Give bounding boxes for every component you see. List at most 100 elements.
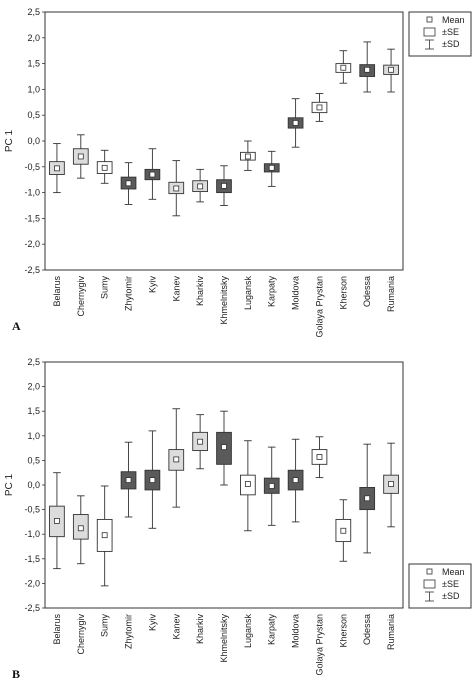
legend-b-se-label: ±SE <box>442 579 459 589</box>
box-b-6 <box>192 414 208 470</box>
y-tick-label-a: -2,0 <box>24 239 40 249</box>
category-label: Kyiv <box>147 276 157 294</box>
category-label: Odessa <box>362 614 372 645</box>
legend-mean-icon <box>426 16 433 23</box>
y-tick-label-a: -2,5 <box>24 265 40 275</box>
category-label: Chernygiv <box>76 276 86 317</box>
legend-b-se-icon <box>423 579 436 589</box>
legend-b-mean-label: Mean <box>442 567 465 577</box>
category-label: Kharkiv <box>195 614 205 645</box>
box-a-13 <box>359 41 376 93</box>
category-label: Kharkiv <box>195 276 205 307</box>
box-b-10 <box>287 438 304 523</box>
legend-b: Mean ±SE ±SD <box>408 563 472 609</box>
y-tick-label-b: -0,5 <box>24 505 40 515</box>
category-label: Golaya Prystan <box>314 276 324 338</box>
box-b-8 <box>240 440 256 532</box>
legend-mean-label: Mean <box>442 15 465 25</box>
box-a-6 <box>192 168 208 203</box>
mean-marker <box>173 456 180 463</box>
legend-b-sd-icon <box>425 591 434 602</box>
box-b-4 <box>144 430 161 529</box>
mean-marker <box>268 483 275 489</box>
y-tick-label-a: 1,0 <box>27 84 40 94</box>
y-tick-label-a: 2,0 <box>27 33 40 43</box>
box-a-9 <box>263 150 280 187</box>
box-b-2 <box>96 485 113 587</box>
category-labels-b: Belarus Chernygiv Sumy Zhytomir Kyiv Kanev Kha… <box>52 614 396 676</box>
mean-marker <box>244 481 251 487</box>
category-label: Chernygiv <box>76 614 86 655</box>
y-tick-label-b: 1,0 <box>27 431 40 441</box>
y-axis-label-b: PC 1 <box>4 473 15 496</box>
category-label: Kyiv <box>147 614 157 632</box>
legend-frame-b <box>408 563 472 609</box>
marks-b <box>49 408 399 587</box>
legend-frame-a <box>408 11 472 57</box>
mean-marker <box>388 481 394 487</box>
mean-marker <box>125 180 132 187</box>
category-label: Moldova <box>291 276 301 310</box>
box-b-11 <box>311 436 328 479</box>
category-label: Zhytomir <box>124 614 134 649</box>
panel-a: -2,5 -2,0 -1,5 -1,0 -0,5 0,0 0,5 1,0 1,5 2,0 2,5 B… <box>4 7 472 338</box>
mean-marker <box>101 532 108 539</box>
panel-label-a: A <box>12 319 21 333</box>
mean-marker <box>364 495 371 502</box>
y-tick-label-b: -2,0 <box>24 578 40 588</box>
mean-marker <box>197 183 204 190</box>
category-label: Kanev <box>171 614 181 640</box>
panel-b: -2,5 -2,0 -1,5 -1,0 -0,5 0,0 0,5 1,0 1,5 2,0 2,5 B… <box>4 357 472 681</box>
y-tick-label-a: 1,5 <box>27 59 40 69</box>
category-label: Kanev <box>171 276 181 302</box>
category-label: Belarus <box>52 276 62 307</box>
box-a-7 <box>216 165 232 206</box>
box-a-1 <box>72 134 89 179</box>
box-b-14 <box>383 442 399 528</box>
mean-marker <box>292 120 299 126</box>
category-label: Karpaty <box>267 276 277 308</box>
box-b-1 <box>72 495 89 565</box>
category-label: Moldova <box>291 614 301 648</box>
y-tick-label-b: 2,5 <box>27 357 40 367</box>
y-tick-label-b: 1,5 <box>27 406 40 416</box>
category-label: Sumy <box>100 276 110 300</box>
mean-marker <box>221 444 227 451</box>
y-tick-label-a: 0,0 <box>27 136 40 146</box>
mean-marker <box>340 64 347 71</box>
box-a-0 <box>49 143 65 194</box>
box-b-9 <box>263 446 280 526</box>
y-tick-label-b: -2,5 <box>24 603 40 613</box>
mean-marker <box>268 164 275 171</box>
mean-marker <box>77 525 84 532</box>
box-a-3 <box>120 162 137 205</box>
category-label: Lugansk <box>243 614 253 649</box>
mean-marker <box>364 66 371 73</box>
mean-marker <box>388 66 394 73</box>
category-label: Rumania <box>386 276 396 312</box>
mean-marker <box>54 165 60 172</box>
mean-marker <box>316 454 323 460</box>
mean-marker <box>101 164 108 171</box>
category-label: Golaya Prystan <box>314 614 324 676</box>
mean-marker <box>197 438 204 445</box>
y-tick-label-b: -1,5 <box>24 554 40 564</box>
box-b-13 <box>359 443 376 554</box>
y-tick-label-a: -1,0 <box>24 188 40 198</box>
category-label: Khmelnitsky <box>219 276 229 325</box>
category-label: Khmelnitsky <box>219 614 229 663</box>
mean-marker <box>77 153 84 160</box>
legend-se-label: ±SE <box>442 27 459 37</box>
legend-b-mean-icon <box>426 568 433 575</box>
y-axis-b: -2,5 -2,0 -1,5 -1,0 -0,5 0,0 0,5 1,0 1,5 2,0 2,5 <box>24 357 45 613</box>
legend-a: Mean ±SE ±SD <box>408 11 472 57</box>
mean-marker <box>244 153 251 160</box>
box-a-11 <box>311 93 328 122</box>
y-axis-label-a: PC 1 <box>4 129 15 152</box>
y-tick-label-a: 0,5 <box>27 110 40 120</box>
legend-se-icon <box>423 27 436 37</box>
box-a-10 <box>287 98 304 148</box>
y-axis-a: -2,5 -2,0 -1,5 -1,0 -0,5 0,0 0,5 1,0 1,5 2,0 2,5 <box>24 7 45 275</box>
y-tick-label-a: -0,5 <box>24 162 40 172</box>
